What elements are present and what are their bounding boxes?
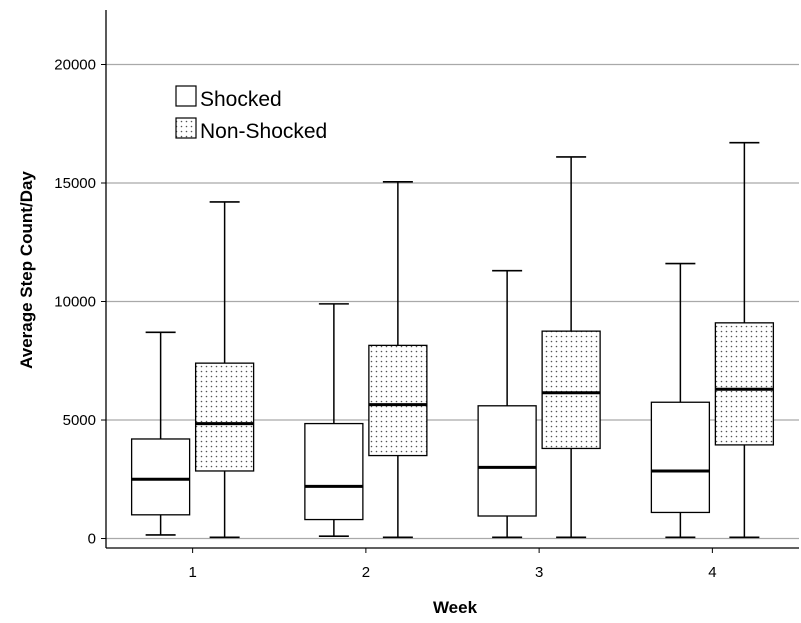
box-iqr: [304, 422, 364, 521]
x-axis-title: Week: [433, 598, 478, 617]
box-plots: [130, 141, 775, 539]
box-iqr: [714, 322, 775, 446]
box-week1-non-shocked: [194, 201, 255, 539]
box-week3-shocked: [477, 269, 537, 539]
box-week4-shocked: [650, 262, 711, 539]
y-tick-label-15000: 15000: [54, 175, 96, 192]
axes: 0 5000 10000 15000 20000 1 2 3 4: [54, 10, 799, 581]
box-week2-shocked: [304, 303, 364, 537]
box-week2-non-shocked: [368, 181, 428, 539]
box-week4-non-shocked: [714, 141, 775, 539]
box-week1-shocked: [130, 331, 191, 536]
y-tick-label-20000: 20000: [54, 57, 96, 74]
legend-label-shocked: Shocked: [200, 88, 282, 111]
y-tick-label-5000: 5000: [63, 412, 96, 429]
legend-label-non-shocked: Non-Shocked: [200, 120, 327, 143]
x-tick-label-1: 1: [188, 564, 196, 581]
box-week3-non-shocked: [541, 156, 601, 539]
legend-swatch-non-shocked: [175, 117, 197, 139]
y-tick-label-10000: 10000: [54, 294, 96, 311]
legend: Shocked Non-Shocked: [175, 85, 327, 143]
x-tick-label-2: 2: [362, 564, 370, 581]
legend-swatch-shocked: [175, 85, 197, 107]
y-tick-label-0: 0: [88, 531, 96, 548]
y-axis-title: Average Step Count/Day: [17, 171, 36, 369]
box-iqr: [368, 344, 428, 457]
x-tick-label-3: 3: [535, 564, 543, 581]
box-iqr: [541, 330, 601, 450]
box-iqr: [130, 438, 191, 516]
box-iqr: [194, 362, 255, 472]
x-tick-label-4: 4: [708, 564, 716, 581]
box-iqr: [650, 401, 711, 514]
box-iqr: [477, 405, 537, 517]
